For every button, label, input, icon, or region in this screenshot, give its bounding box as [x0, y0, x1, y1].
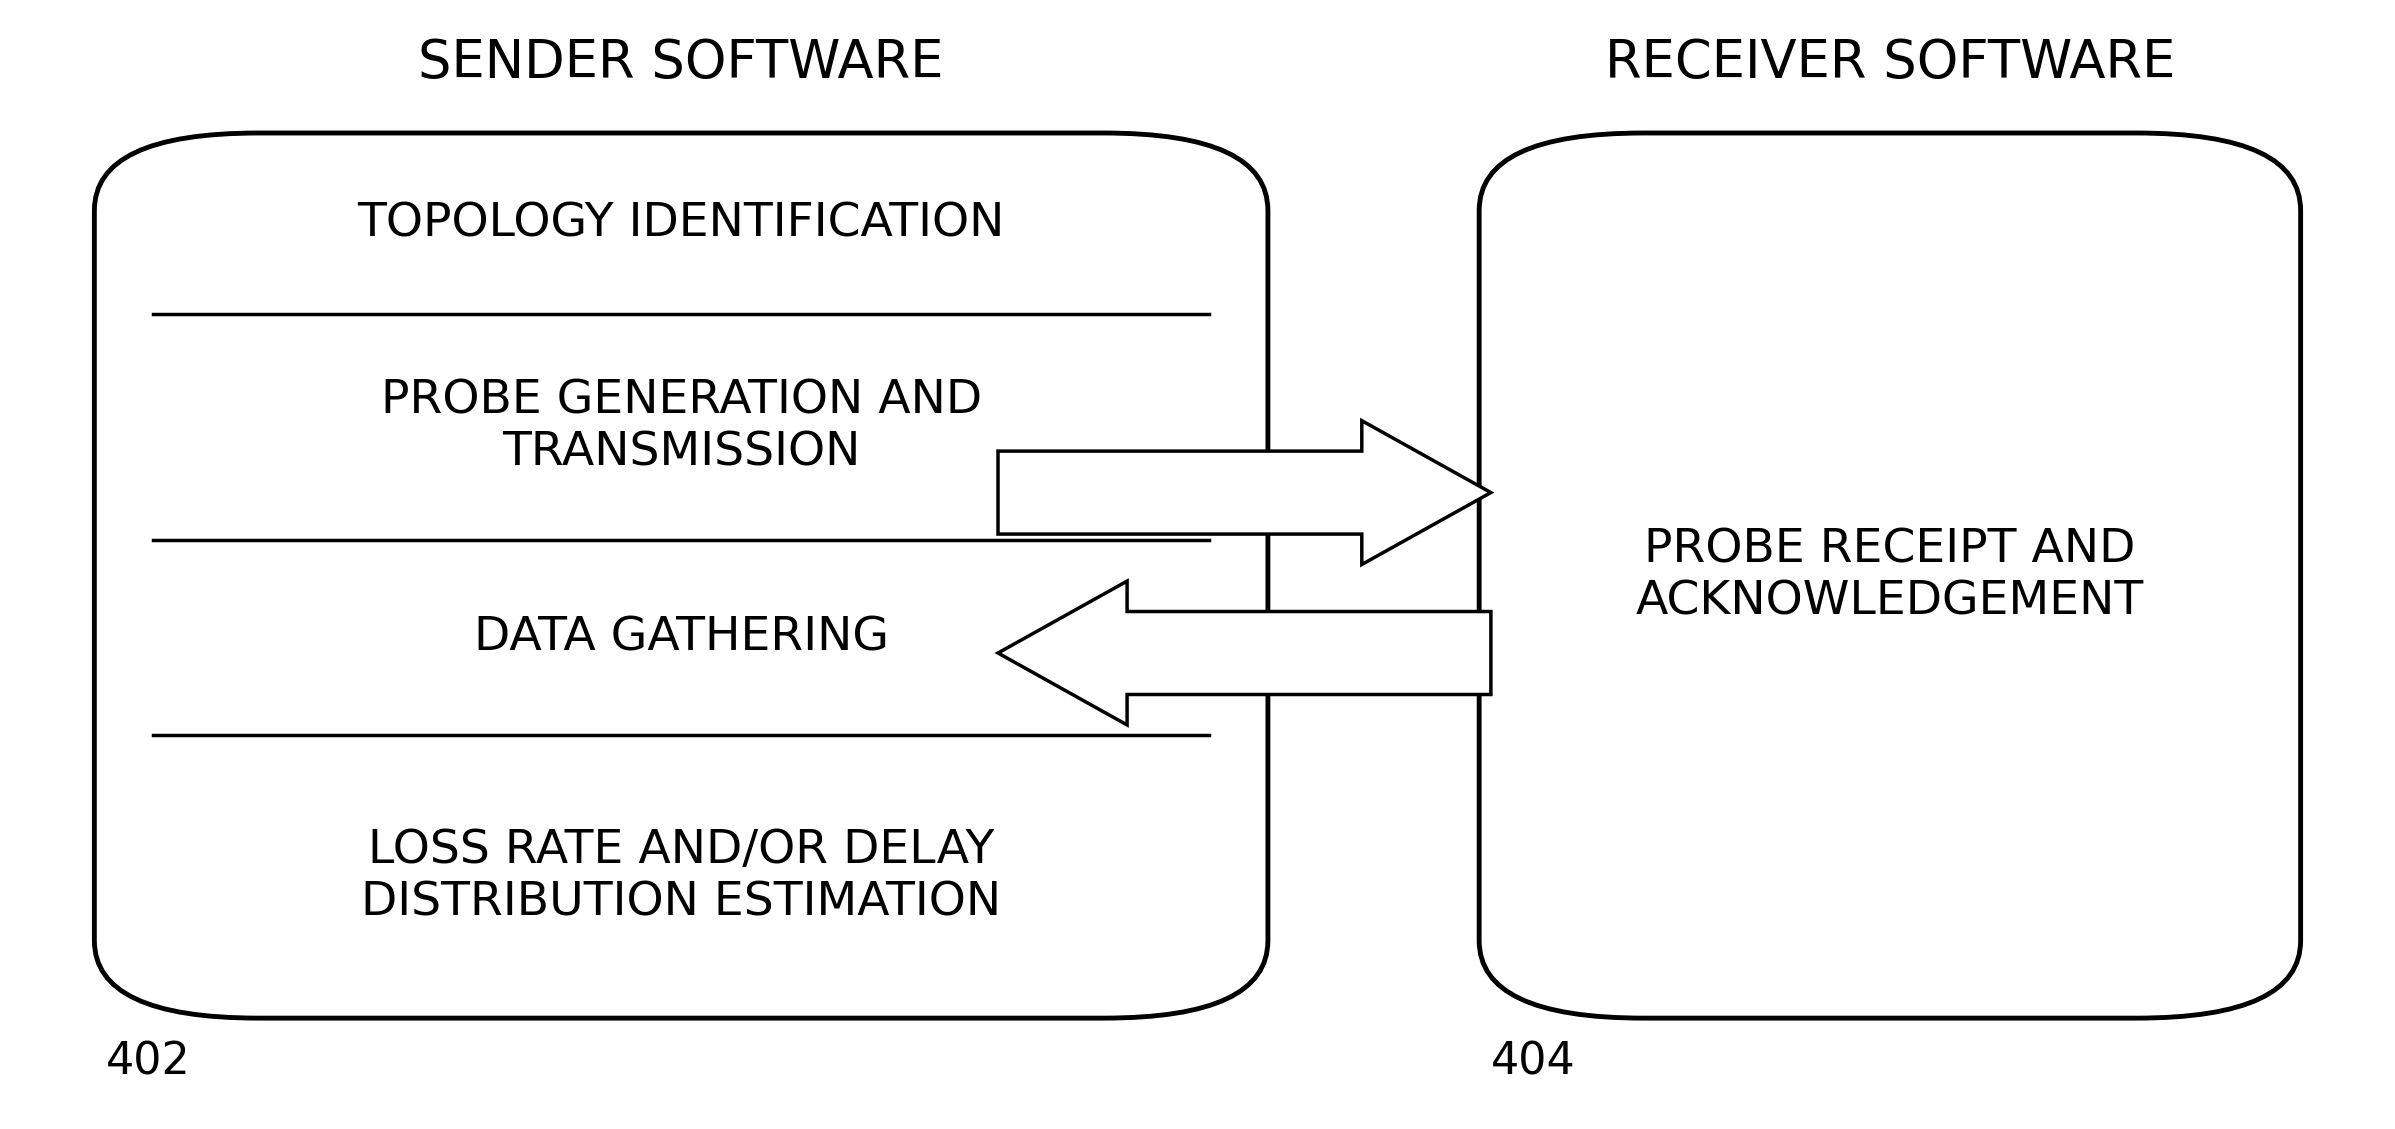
Polygon shape	[999, 421, 1492, 564]
Text: PROBE RECEIPT AND
ACKNOWLEDGEMENT: PROBE RECEIPT AND ACKNOWLEDGEMENT	[1636, 527, 2144, 624]
FancyBboxPatch shape	[93, 133, 1267, 1018]
Text: TOPOLOGY IDENTIFICATION: TOPOLOGY IDENTIFICATION	[357, 201, 1006, 246]
FancyBboxPatch shape	[1480, 133, 2302, 1018]
Text: SENDER SOFTWARE: SENDER SOFTWARE	[419, 37, 944, 89]
Text: LOSS RATE AND/OR DELAY
DISTRIBUTION ESTIMATION: LOSS RATE AND/OR DELAY DISTRIBUTION ESTI…	[362, 828, 1001, 925]
Text: 404: 404	[1492, 1040, 1576, 1083]
Text: DATA GATHERING: DATA GATHERING	[474, 615, 889, 660]
Text: 402: 402	[105, 1040, 192, 1083]
Text: RECEIVER SOFTWARE: RECEIVER SOFTWARE	[1605, 37, 2175, 89]
Text: PROBE GENERATION AND
TRANSMISSION: PROBE GENERATION AND TRANSMISSION	[381, 379, 982, 475]
Polygon shape	[999, 581, 1492, 725]
